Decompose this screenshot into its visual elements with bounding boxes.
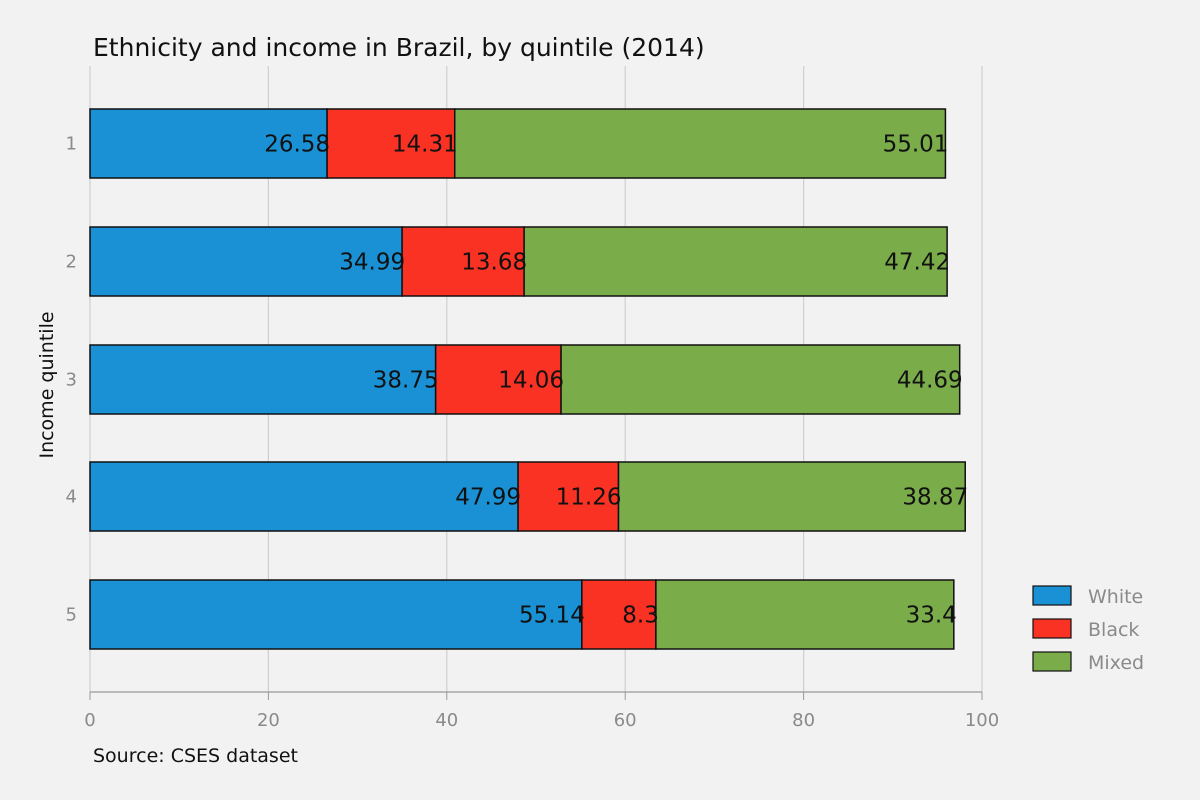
bar-black-4 [517,461,620,532]
bar-mixed-1 [453,108,947,179]
x-tick-label: 20 [257,710,280,731]
data-label: 11.26 [556,485,622,511]
x-tick-label: 100 [965,710,999,731]
data-label: 34.99 [339,250,405,276]
x-tick-label: 80 [792,710,815,731]
y-tick-label: 2 [66,252,77,273]
legend-label: White [1088,586,1143,608]
bar-mixed-4 [617,461,966,532]
legend-label: Mixed [1088,652,1144,674]
data-label: 13.68 [461,250,527,276]
chart-title: Ethnicity and income in Brazil, by quint… [93,33,705,62]
data-label: 55.01 [883,132,949,158]
legend-swatch-white [1032,585,1072,606]
x-tick-label: 60 [614,710,637,731]
y-axis-label: Income quintile [36,311,58,458]
bar-white-3 [89,344,437,415]
data-label: 38.87 [902,485,968,511]
source-note: Source: CSES dataset [93,745,298,767]
bar-white-4 [89,461,519,532]
data-label: 38.75 [373,368,439,394]
bar-black-5 [581,579,657,650]
y-tick-label: 1 [66,134,77,155]
x-tick-label: 0 [84,710,95,731]
bar-white-1 [89,108,328,179]
data-label: 8.3 [622,603,659,629]
data-label: 47.99 [455,485,521,511]
bar-white-5 [89,579,583,650]
y-tick-label: 3 [66,370,77,391]
bar-mixed-3 [560,344,961,415]
legend-swatch-black [1032,618,1072,639]
data-label: 44.69 [897,368,963,394]
y-tick-label: 5 [66,605,77,626]
bar-black-2 [401,226,525,297]
legend-label: Black [1088,619,1139,641]
value-labels-layer: 26.58 14.31 55.01 34.99 13.68 47.42 38.75 14.06… [264,132,968,629]
data-label: 47.42 [884,250,950,276]
bar-white-2 [89,226,403,297]
data-label: 26.58 [264,132,330,158]
legend: White Black Mixed [1032,585,1144,674]
x-tick-label: 40 [435,710,458,731]
y-tick-label: 4 [66,487,77,508]
data-label: 55.14 [519,603,585,629]
bars-layer [89,108,966,650]
bar-black-3 [434,344,562,415]
axes-layer: 0 20 40 60 80 100 1 2 3 4 5 [66,134,1000,732]
data-label: 14.06 [498,368,564,394]
bar-mixed-5 [655,579,955,650]
data-label: 14.31 [392,132,458,158]
bar-mixed-2 [523,226,948,297]
legend-swatch-mixed [1032,651,1072,672]
data-label: 33.4 [906,603,957,629]
